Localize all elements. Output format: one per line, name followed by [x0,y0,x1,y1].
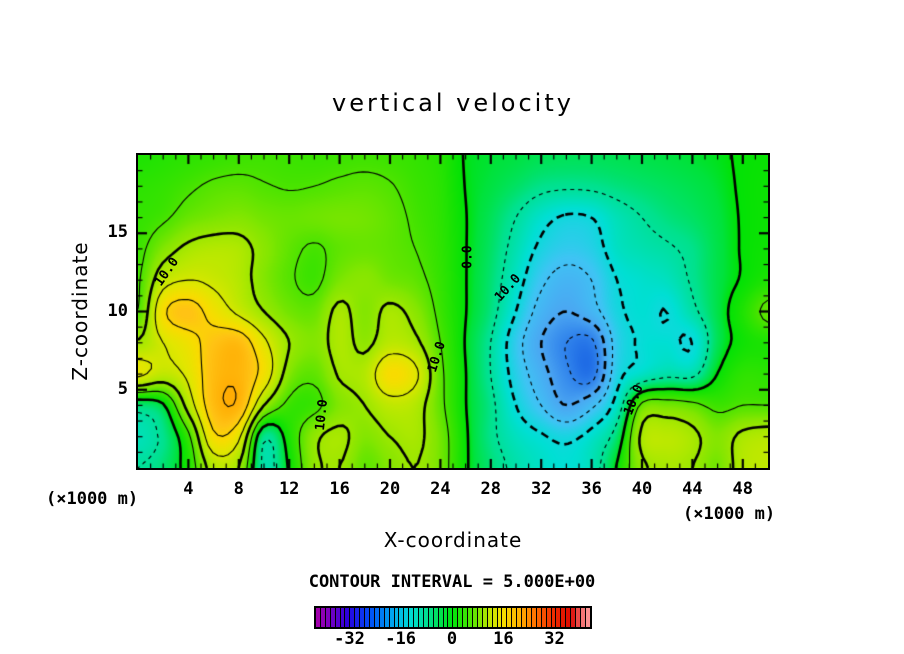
colorbar-cell [335,608,340,627]
colorbar-cell [522,608,526,627]
x-tick-label: 32 [530,479,552,499]
colorbar-tick-label: -32 [334,629,365,649]
colorbar-cell [512,608,517,627]
z-tick-label: 15 [107,222,128,243]
colorbar-cell [541,608,546,627]
contour-canvas [138,155,768,468]
colorbar-cell [453,608,458,627]
x-tick-label: 48 [732,479,754,499]
colorbar-cell [443,608,448,627]
plot-title: vertical velocity [332,89,574,117]
x-axis-label: X-coordinate [383,528,523,552]
colorbar-cell [585,608,590,627]
colorbar-cell [448,608,453,627]
colorbar-cell [355,608,360,627]
x-axis-unit-label: (×1000 m) [683,504,776,524]
x-tick-label: 24 [430,479,451,499]
colorbar-cell [526,608,531,627]
colorbar-cell [384,608,389,627]
colorbar-cell [374,608,379,627]
colorbar-cell [340,608,345,627]
colorbar-cell [531,608,536,627]
colorbar-cell [556,608,561,627]
x-tick-label: 20 [379,479,401,499]
colorbar-cell [517,608,522,627]
colorbar-cell [458,608,463,627]
colorbar-cell [576,608,580,627]
colorbar-cell [438,608,443,627]
colorbar-cell [394,608,399,627]
x-tick-label: 12 [278,479,300,499]
colorbar-cell [345,608,350,627]
contour-line-label: 0.0 [460,245,476,269]
colorbar-cell [497,608,502,627]
colorbar-cell [399,608,404,627]
contour-interval-text: CONTOUR INTERVAL = 5.000E+00 [308,572,596,592]
colorbar-cell [419,608,423,627]
colorbar-cell [561,608,566,627]
colorbar-cell [507,608,512,627]
x-tick-label: 44 [682,479,703,499]
z-axis-unit-label: (×1000 m) [46,489,139,509]
colorbar-cell [536,608,541,627]
colorbar-cell [571,608,576,627]
colorbar-cell [369,608,374,627]
colorbar-cell [414,608,419,627]
colorbar-cell [389,608,394,627]
colorbar [314,606,592,629]
colorbar-cell [468,608,472,627]
colorbar-cell [492,608,497,627]
x-tick-label: 36 [581,479,602,499]
colorbar-cell [477,608,482,627]
colorbar-cell [580,608,585,627]
colorbar-cell [546,608,551,627]
colorbar-cell [428,608,433,627]
colorbar-cell [423,608,428,627]
x-tick-label: 16 [329,479,350,499]
colorbar-cell [502,608,507,627]
colorbar-cell [487,608,492,627]
x-tick-label: 4 [183,479,194,499]
colorbar-cell [379,608,384,627]
colorbar-cell [330,608,335,627]
colorbar-tick-label: 16 [493,629,514,649]
colorbar-cell [350,608,355,627]
x-tick-label: 8 [233,479,244,499]
colorbar-cell [325,608,330,627]
colorbar-cell [404,608,409,627]
colorbar-tick-label: 32 [544,629,565,649]
z-tick-label: 10 [107,300,128,321]
colorbar-cell [566,608,571,627]
z-tick-label: 5 [117,378,128,399]
x-tick-label: 40 [631,479,653,499]
colorbar-tick-label: -16 [385,629,416,649]
colorbar-cell [316,608,320,627]
colorbar-cell [551,608,556,627]
colorbar-cell [482,608,487,627]
colorbar-cell [320,608,325,627]
plot-area: 10.0 10.0 10.0 0.0 10.0 10.0 [136,153,770,470]
colorbar-cell [473,608,477,627]
contour-line-label: 10.0 [312,398,332,432]
colorbar-cell [409,608,414,627]
colorbar-cell [365,608,369,627]
colorbar-tick-label: 0 [446,629,458,649]
colorbar-cell [433,608,438,627]
x-tick-label: 28 [480,479,502,499]
colorbar-cell [463,608,468,627]
colorbar-cell [360,608,365,627]
